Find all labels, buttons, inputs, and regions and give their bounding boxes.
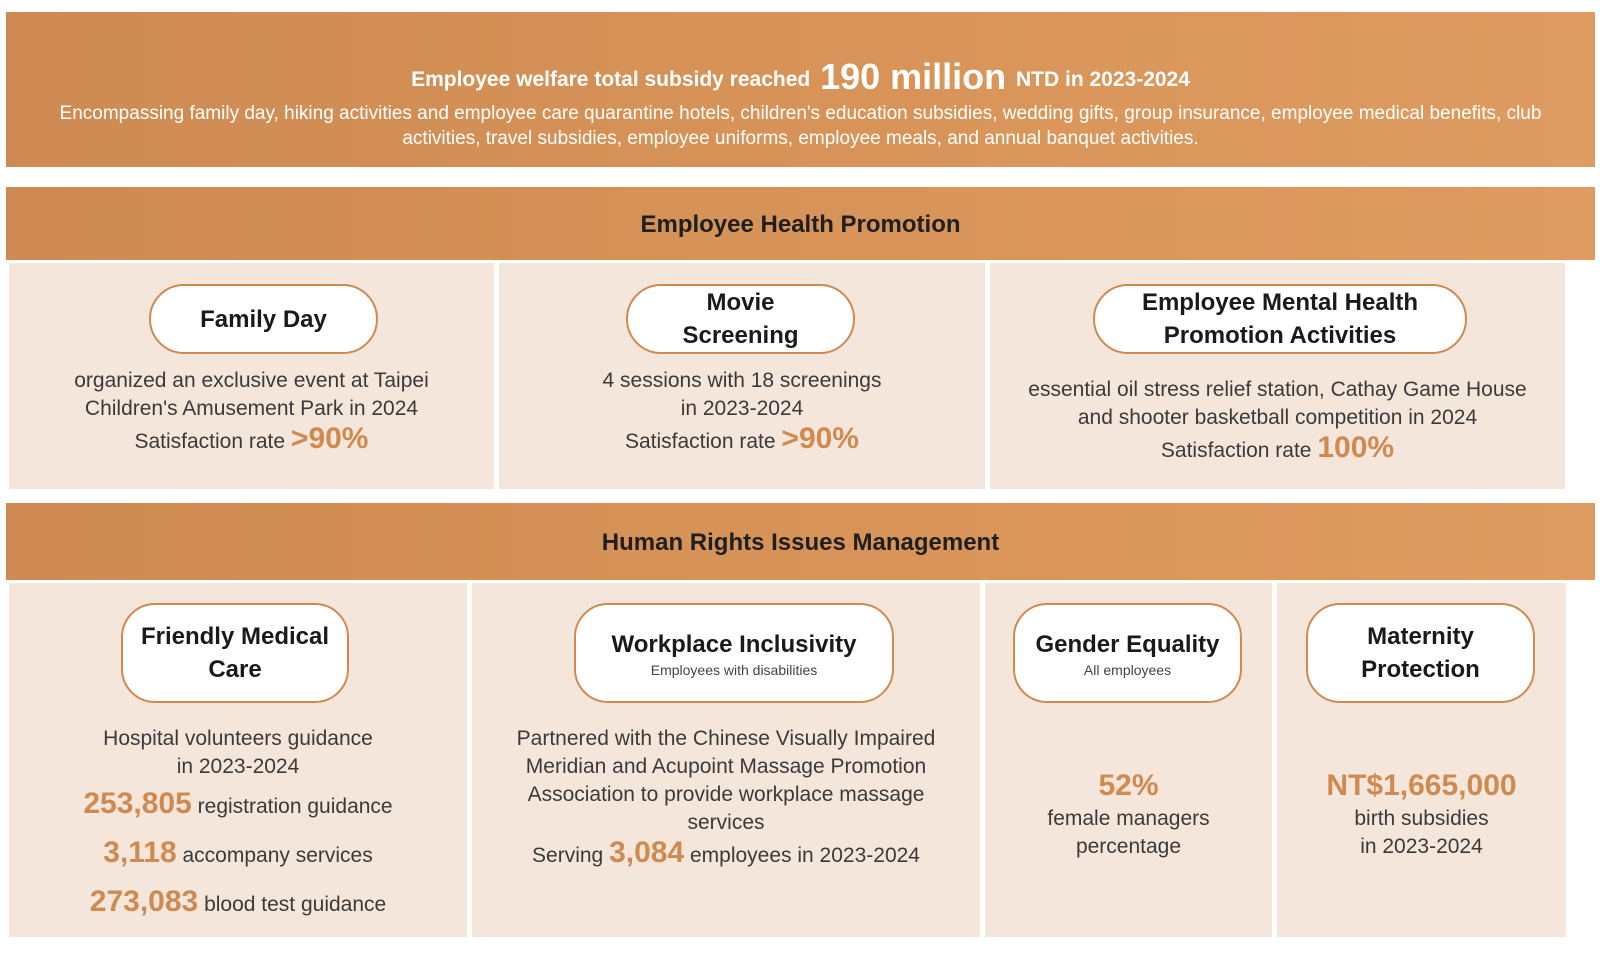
card-workplace-inclusivity: Workplace Inclusivity Employees with dis… bbox=[472, 583, 980, 937]
body-line: essential oil stress relief station, Cat… bbox=[1028, 378, 1527, 401]
card-title-line: Protection bbox=[1361, 656, 1480, 683]
body-line: and shooter basketball competition in 20… bbox=[1077, 406, 1478, 429]
body-line: in 2023-2024 bbox=[680, 397, 804, 420]
satisfaction-rate: Satisfaction rate 100% bbox=[990, 431, 1565, 465]
card-title-pill: Friendly Medical Care bbox=[121, 603, 349, 703]
stat-value: 273,083 bbox=[89, 885, 199, 918]
serving-value: 3,084 bbox=[609, 836, 685, 869]
body-line: Meridian and Acupoint Massage Promotion bbox=[525, 755, 927, 778]
card-body: NT$1,665,000 birth subsidies in 2023-202… bbox=[1277, 767, 1566, 861]
card-maternity-protection: Maternity Protection NT$1,665,000 birth … bbox=[1277, 583, 1566, 937]
card-title: Gender Equality bbox=[1035, 630, 1220, 658]
body-line: services bbox=[687, 811, 765, 834]
stat-label: accompany services bbox=[182, 844, 373, 867]
satisfaction-rate: Satisfaction rate >90% bbox=[499, 422, 985, 456]
section-header-human-rights: Human Rights Issues Management bbox=[6, 503, 1595, 580]
welfare-headline: Employee welfare total subsidy reached 1… bbox=[6, 56, 1595, 98]
card-body: essential oil stress relief station, Cat… bbox=[990, 376, 1565, 465]
stat-value: 3,118 bbox=[103, 836, 177, 869]
headline-amount: 190 million bbox=[820, 56, 1007, 97]
section-title: Human Rights Issues Management bbox=[601, 529, 1000, 556]
stat-registration: 253,805 registration guidance bbox=[9, 781, 467, 830]
card-title-line: Employee Mental Health bbox=[1141, 289, 1419, 316]
rate-value: >90% bbox=[781, 422, 859, 455]
rate-label: Satisfaction rate bbox=[1160, 439, 1312, 462]
birth-subsidies-value: NT$1,665,000 bbox=[1326, 769, 1517, 802]
headline-prefix: Employee welfare total subsidy reached bbox=[411, 68, 811, 91]
stat-label: registration guidance bbox=[197, 795, 393, 818]
card-title-line: Friendly Medical bbox=[140, 623, 330, 650]
card-friendly-medical-care: Friendly Medical Care Hospital volunteer… bbox=[9, 583, 467, 937]
satisfaction-rate: Satisfaction rate >90% bbox=[9, 422, 494, 456]
stat-label: blood test guidance bbox=[204, 893, 387, 916]
stat-blood-test: 273,083 blood test guidance bbox=[9, 879, 467, 928]
rate-label: Satisfaction rate bbox=[624, 430, 776, 453]
body-line: in 2023-2024 bbox=[176, 755, 300, 778]
body-line: 4 sessions with 18 screenings bbox=[602, 369, 882, 392]
card-body: 52% female managers percentage bbox=[985, 767, 1272, 861]
section-title: Employee Health Promotion bbox=[640, 211, 961, 238]
card-body: Hospital volunteers guidance in 2023-202… bbox=[9, 725, 467, 928]
card-title-line: Movie bbox=[706, 289, 775, 316]
stat-value: 253,805 bbox=[83, 787, 192, 820]
card-title: Workplace Inclusivity bbox=[611, 630, 857, 658]
welfare-description: Encompassing family day, hiking activiti… bbox=[59, 103, 1542, 149]
section-header-health-promotion: Employee Health Promotion bbox=[6, 187, 1595, 260]
stat-accompany: 3,118 accompany services bbox=[9, 830, 467, 879]
welfare-summary-banner: Employee welfare total subsidy reached 1… bbox=[6, 12, 1595, 167]
rate-value: 100% bbox=[1317, 431, 1395, 464]
body-line: Association to provide workplace massage bbox=[527, 783, 925, 806]
card-title-pill: Movie Screening bbox=[626, 284, 855, 354]
card-title-line: Maternity bbox=[1367, 623, 1474, 650]
card-subtitle: All employees bbox=[1083, 661, 1172, 678]
body-line: female managers bbox=[1047, 807, 1210, 830]
rate-value: >90% bbox=[290, 422, 369, 455]
headline-suffix: NTD in 2023-2024 bbox=[1016, 68, 1190, 91]
card-title-line: Screening bbox=[682, 322, 799, 349]
body-line: percentage bbox=[1075, 835, 1182, 858]
card-body: 4 sessions with 18 screenings in 2023-20… bbox=[499, 367, 985, 456]
body-line: Children's Amusement Park in 2024 bbox=[84, 397, 419, 420]
serving-count: Serving 3,084 employees in 2023-2024 bbox=[472, 836, 980, 870]
card-body: Partnered with the Chinese Visually Impa… bbox=[472, 725, 980, 870]
card-title-pill: Maternity Protection bbox=[1306, 603, 1535, 703]
card-family-day: Family Day organized an exclusive event … bbox=[9, 263, 494, 489]
card-title-pill: Family Day bbox=[149, 284, 378, 354]
card-title: Family Day bbox=[200, 305, 327, 333]
female-managers-value: 52% bbox=[1098, 769, 1159, 802]
card-title-line: Care bbox=[208, 656, 262, 683]
card-movie-screening: Movie Screening 4 sessions with 18 scree… bbox=[499, 263, 985, 489]
body-line: organized an exclusive event at Taipei bbox=[74, 369, 429, 392]
card-gender-equality: Gender Equality All employees 52% female… bbox=[985, 583, 1272, 937]
card-body: organized an exclusive event at Taipei C… bbox=[9, 367, 494, 456]
rate-label: Satisfaction rate bbox=[134, 430, 286, 453]
card-subtitle: Employees with disabilities bbox=[650, 661, 818, 678]
card-title-pill: Employee Mental Health Promotion Activit… bbox=[1093, 284, 1467, 354]
serving-suffix: employees in 2023-2024 bbox=[689, 844, 920, 867]
serving-prefix: Serving bbox=[532, 844, 604, 867]
card-mental-health: Employee Mental Health Promotion Activit… bbox=[990, 263, 1565, 489]
body-line: in 2023-2024 bbox=[1360, 835, 1483, 858]
body-line: Partnered with the Chinese Visually Impa… bbox=[516, 727, 936, 750]
card-title-line: Promotion Activities bbox=[1163, 322, 1397, 349]
body-line: Hospital volunteers guidance bbox=[103, 727, 373, 750]
body-line: birth subsidies bbox=[1354, 807, 1489, 830]
card-title-pill: Gender Equality All employees bbox=[1013, 603, 1242, 703]
card-title-pill: Workplace Inclusivity Employees with dis… bbox=[574, 603, 894, 703]
